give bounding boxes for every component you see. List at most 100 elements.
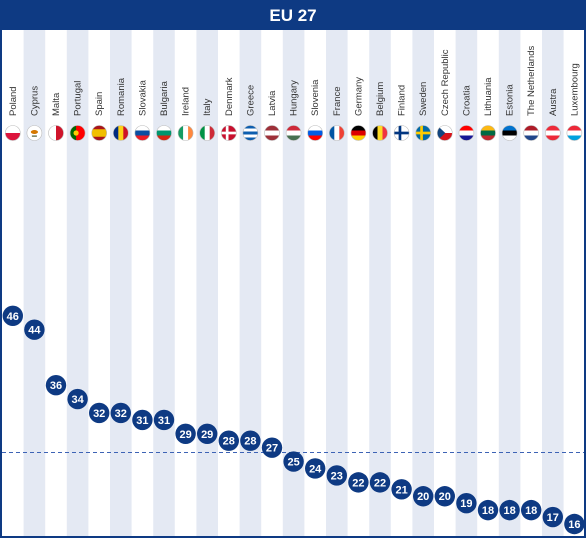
value-marker — [89, 402, 110, 424]
country-label: Austra — [548, 88, 559, 116]
column-stripe — [153, 30, 175, 538]
country-label: Latvia — [267, 90, 278, 116]
chart-title: EU 27 — [269, 6, 316, 25]
greece-flag-icon — [242, 125, 258, 141]
value-label: 32 — [93, 408, 105, 420]
czech-republic-flag-icon — [437, 125, 453, 141]
poland-flag-icon — [5, 125, 21, 141]
value-label: 25 — [287, 457, 299, 469]
value-label: 46 — [7, 311, 19, 323]
lithuania-flag-icon — [480, 125, 496, 141]
value-label: 17 — [547, 512, 559, 524]
value-label: 18 — [503, 505, 515, 517]
country-label: Belgium — [375, 82, 386, 116]
country-label: Bulgaria — [159, 80, 170, 116]
france-flag-icon — [329, 125, 345, 141]
column-stripe — [498, 30, 521, 538]
country-label: Poland — [8, 86, 19, 116]
value-marker — [326, 465, 347, 486]
value-marker — [24, 319, 45, 340]
netherlands-flag-icon — [523, 125, 539, 141]
country-label: Germany — [353, 77, 364, 116]
denmark-flag-icon — [221, 125, 237, 141]
romania-flag-icon — [113, 125, 129, 141]
value-label: 32 — [115, 408, 127, 420]
country-label: Italy — [202, 98, 213, 116]
value-marker — [456, 492, 477, 514]
value-label: 34 — [71, 394, 84, 406]
country-label: Sweden — [418, 82, 429, 116]
country-label: Lithuania — [483, 77, 494, 116]
value-label: 22 — [374, 477, 386, 489]
portugal-flag-icon — [70, 125, 86, 141]
value-marker — [67, 388, 88, 410]
country-label: Slovakia — [137, 79, 148, 116]
value-marker — [521, 499, 542, 521]
column-stripes — [23, 30, 564, 538]
country-label: Hungary — [289, 80, 300, 116]
country-label: Luxembourg — [569, 63, 580, 116]
value-label: 28 — [244, 436, 256, 448]
value-label: 18 — [482, 505, 494, 517]
value-marker — [477, 499, 499, 521]
luxembourg-flag-icon — [566, 125, 582, 141]
country-label: Denmark — [224, 77, 235, 116]
country-label: Slovenia — [310, 79, 321, 116]
column-stripe — [369, 30, 391, 538]
value-label: 21 — [395, 484, 407, 496]
column-stripe — [239, 30, 262, 538]
value-label: 20 — [439, 491, 451, 503]
value-marker — [240, 430, 261, 451]
slovakia-flag-icon — [134, 125, 150, 141]
value-marker — [348, 472, 369, 493]
value-marker — [218, 430, 239, 451]
belgium-flag-icon — [372, 125, 388, 141]
latvia-flag-icon — [264, 125, 280, 141]
value-label: 31 — [158, 415, 170, 427]
value-marker — [175, 423, 196, 444]
value-label: 36 — [50, 380, 62, 392]
value-label: 29 — [179, 429, 191, 441]
country-label: Spain — [94, 92, 105, 116]
ireland-flag-icon — [178, 125, 194, 141]
value-marker — [261, 437, 283, 458]
spain-flag-icon — [91, 125, 107, 141]
cyprus-flag-icon — [26, 125, 42, 141]
country-label: Romania — [116, 77, 127, 116]
country-label: Greece — [245, 85, 256, 116]
croatia-flag-icon — [458, 125, 474, 141]
country-label: Cyprus — [29, 86, 40, 116]
column-stripe — [326, 30, 348, 538]
country-label: Estonia — [505, 84, 516, 116]
column-stripe — [66, 30, 89, 538]
column-stripe — [196, 30, 218, 538]
title-bar — [0, 0, 586, 30]
value-marker — [369, 472, 391, 493]
value-label: 31 — [136, 415, 148, 427]
country-label: Portugal — [73, 81, 84, 116]
value-label: 22 — [352, 477, 364, 489]
country-label: Czech Republic — [440, 49, 451, 116]
value-marker — [283, 451, 304, 472]
sweden-flag-icon — [415, 125, 431, 141]
value-marker — [564, 513, 585, 535]
value-marker — [2, 305, 23, 327]
value-label: 19 — [460, 498, 472, 510]
value-marker — [110, 402, 131, 424]
column-stripe — [455, 30, 478, 538]
value-label: 20 — [417, 491, 429, 503]
value-label: 28 — [223, 436, 235, 448]
country-label: Malta — [51, 92, 62, 116]
value-marker — [391, 479, 412, 500]
finland-flag-icon — [394, 125, 410, 141]
bulgaria-flag-icon — [156, 125, 172, 141]
value-marker — [153, 409, 175, 431]
country-label: Ireland — [181, 87, 192, 116]
country-label: Finland — [397, 85, 408, 116]
value-label: 29 — [201, 429, 213, 441]
value-label: 16 — [568, 519, 580, 531]
germany-flag-icon — [350, 125, 366, 141]
